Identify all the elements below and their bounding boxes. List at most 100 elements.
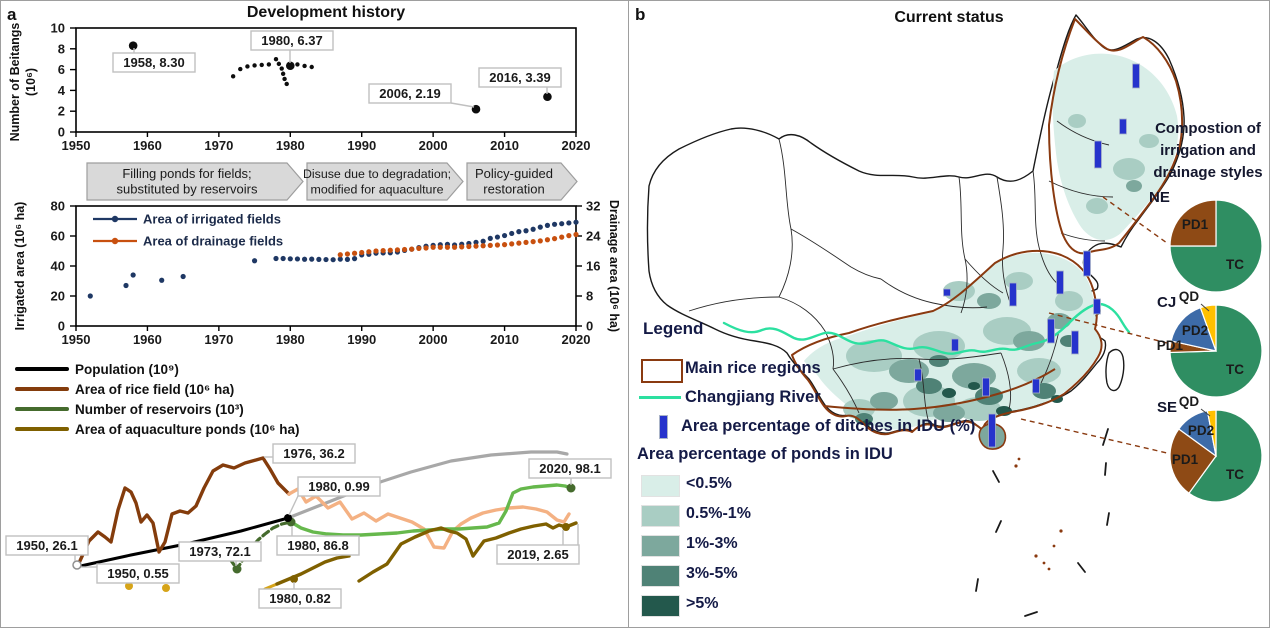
series-point-right xyxy=(466,243,472,250)
series-point-left xyxy=(473,239,479,245)
series-point-right xyxy=(537,238,543,244)
series-point-right xyxy=(566,233,572,239)
beitang-plot-frame xyxy=(75,27,577,133)
timeline-dot xyxy=(162,584,170,592)
ditch-bar xyxy=(982,377,990,397)
series-point-right xyxy=(451,244,458,250)
pie-connectors xyxy=(1020,196,1168,454)
panel-a-label: a xyxy=(7,5,17,24)
ditch-percentage-bars xyxy=(914,63,1140,448)
series-point-left xyxy=(480,238,486,244)
ditch-bar xyxy=(914,368,922,382)
callout-text: 1950, 26.1 xyxy=(16,538,77,553)
callout-box xyxy=(272,443,356,464)
series-point-right xyxy=(459,244,465,250)
beitang-key-point xyxy=(285,61,295,71)
timeline-reservoirs-recent xyxy=(289,483,573,537)
series-point-left xyxy=(130,272,136,278)
series-point-left xyxy=(159,277,165,283)
y-tick-right-label: 16 xyxy=(586,259,600,274)
y-tick-left-label: 40 xyxy=(51,259,65,274)
pie-slice-label: QD xyxy=(1179,394,1200,409)
callout-box xyxy=(96,563,180,584)
phase-label-line1: Filling ponds for fields; xyxy=(122,166,251,181)
timeline-legend-row: Population (10⁹) xyxy=(15,359,300,379)
series-point-left xyxy=(501,232,508,239)
beitang-point xyxy=(282,76,287,82)
composition-title-line3: drainage styles xyxy=(1153,163,1263,181)
y-tick-label: 6 xyxy=(58,62,65,77)
timeline-dot xyxy=(566,483,576,493)
series-point-right xyxy=(387,247,393,253)
x-tick-label: 1980 xyxy=(276,138,305,153)
series-point-right xyxy=(494,242,501,248)
taiwan-outline xyxy=(1105,348,1125,392)
x-tick-label: 1960 xyxy=(133,332,162,347)
timeline-rice-early xyxy=(77,456,291,565)
timeline-legend-row: Area of rice field (10⁶ ha) xyxy=(15,379,300,399)
ditch-bar xyxy=(1032,378,1040,394)
south-sea-islets xyxy=(975,428,1110,617)
timeline-legend-swatch xyxy=(15,407,69,411)
x-tick-label: 1950 xyxy=(62,138,91,153)
timeline-legend-swatch xyxy=(15,387,69,391)
ditch-bar xyxy=(1093,298,1101,315)
series-point-left xyxy=(573,219,579,225)
composition-title-line1: Compostion of xyxy=(1155,120,1261,137)
series-point-left xyxy=(487,235,493,241)
series-point-left xyxy=(323,256,329,263)
y-tick-right-label: 24 xyxy=(586,229,601,244)
timeline-legend-label: Number of reservoirs (10³) xyxy=(75,401,244,417)
x-tick-label: 1990 xyxy=(347,138,376,153)
timeline-rice-recent xyxy=(287,487,571,550)
phase-arrow-1 xyxy=(86,162,304,201)
timeline-legend-label: Area of rice field (10⁶ ha) xyxy=(75,381,235,397)
irrigation-drainage-chart: 0 20 40 60 80 0 8 16 24 32 1950 1960 1970 1980 1990 200… xyxy=(51,199,602,348)
beitang-point xyxy=(309,64,314,70)
timeline-dot xyxy=(284,514,292,522)
inset-legend-dot xyxy=(111,237,119,245)
timeline-aquaculture-1 xyxy=(275,554,351,586)
inset-legend-dot xyxy=(111,215,119,223)
beitang-point xyxy=(259,62,264,68)
series-point-right xyxy=(423,245,429,251)
pie-slice-pd1 xyxy=(1169,428,1217,495)
ditch-bar xyxy=(1094,140,1102,169)
series-point-right xyxy=(366,249,372,255)
series-point-right xyxy=(430,244,436,250)
y-tick-label: 4 xyxy=(58,83,66,98)
callout-text: 1976, 36.2 xyxy=(283,446,344,461)
series-point-left xyxy=(494,234,501,240)
panel-current-status: b Current status xyxy=(629,1,1269,627)
y-tick-left-label: 20 xyxy=(51,289,65,304)
timeline-dot xyxy=(290,575,298,583)
series-point-right xyxy=(573,231,579,238)
series-point-left xyxy=(530,226,536,232)
series-point-right xyxy=(373,248,379,254)
series-point-left xyxy=(559,221,565,227)
y-tick-right-label: 8 xyxy=(586,289,593,304)
y-tick-label: 8 xyxy=(58,41,65,56)
phase-label-line2: restoration xyxy=(483,182,544,197)
series-point-left xyxy=(180,273,186,280)
pie-slice-label: QD xyxy=(1179,289,1200,304)
pie-label-leader xyxy=(1200,408,1211,417)
pie-region-label: NE xyxy=(1149,189,1170,206)
callout-text: 1973, 72.1 xyxy=(189,544,250,559)
series-point-right xyxy=(559,234,565,240)
y-tick-label: 0 xyxy=(58,125,65,140)
series-point-right xyxy=(480,243,486,249)
ditch-bar xyxy=(1071,330,1079,355)
series-point-left xyxy=(516,229,522,235)
callout-box xyxy=(178,541,262,562)
callout-text: 1958, 8.30 xyxy=(123,55,184,70)
series-point-left xyxy=(566,220,572,226)
timeline-legend-row: Number of reservoirs (10³) xyxy=(15,399,300,419)
x-tick-label: 1970 xyxy=(204,332,233,347)
timeline-chart: 1950, 26.1 1950, 0.55 1973, 72.1 1980, 86.8… xyxy=(5,443,612,609)
series-point-right xyxy=(444,244,451,250)
panel-b-label: b xyxy=(635,5,646,24)
timeline-legend-swatch xyxy=(15,367,69,371)
ditch-bar xyxy=(1132,63,1140,89)
